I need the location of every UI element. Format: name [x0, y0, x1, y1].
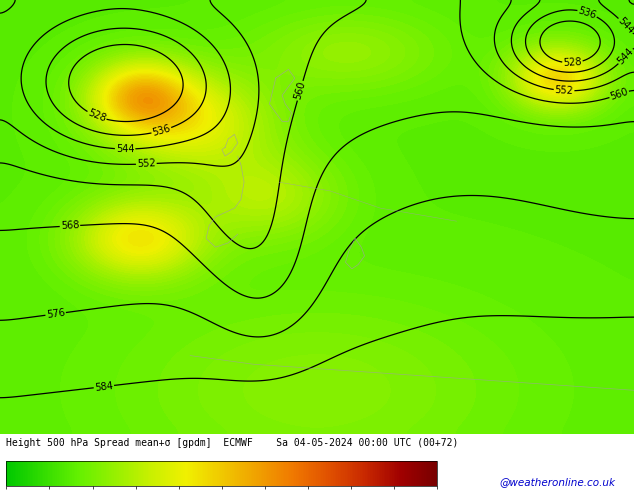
Text: 552: 552 — [137, 159, 156, 170]
Text: 544: 544 — [116, 144, 134, 154]
Text: 528: 528 — [563, 57, 582, 68]
Text: 576: 576 — [46, 308, 65, 320]
Text: @weatheronline.co.uk: @weatheronline.co.uk — [499, 477, 615, 487]
Text: 528: 528 — [86, 108, 107, 124]
Text: 536: 536 — [151, 123, 172, 138]
Text: 584: 584 — [94, 381, 113, 392]
Text: 552: 552 — [554, 85, 574, 96]
Text: Height 500 hPa Spread mean+σ [gpdm]  ECMWF    Sa 04-05-2024 00:00 UTC (00+72): Height 500 hPa Spread mean+σ [gpdm] ECMW… — [6, 438, 459, 448]
Text: 536: 536 — [577, 5, 598, 21]
Text: 544: 544 — [616, 46, 634, 67]
Text: 560: 560 — [293, 80, 307, 101]
Text: 560: 560 — [609, 87, 630, 102]
Text: 568: 568 — [60, 220, 79, 231]
Text: 544: 544 — [616, 16, 634, 36]
